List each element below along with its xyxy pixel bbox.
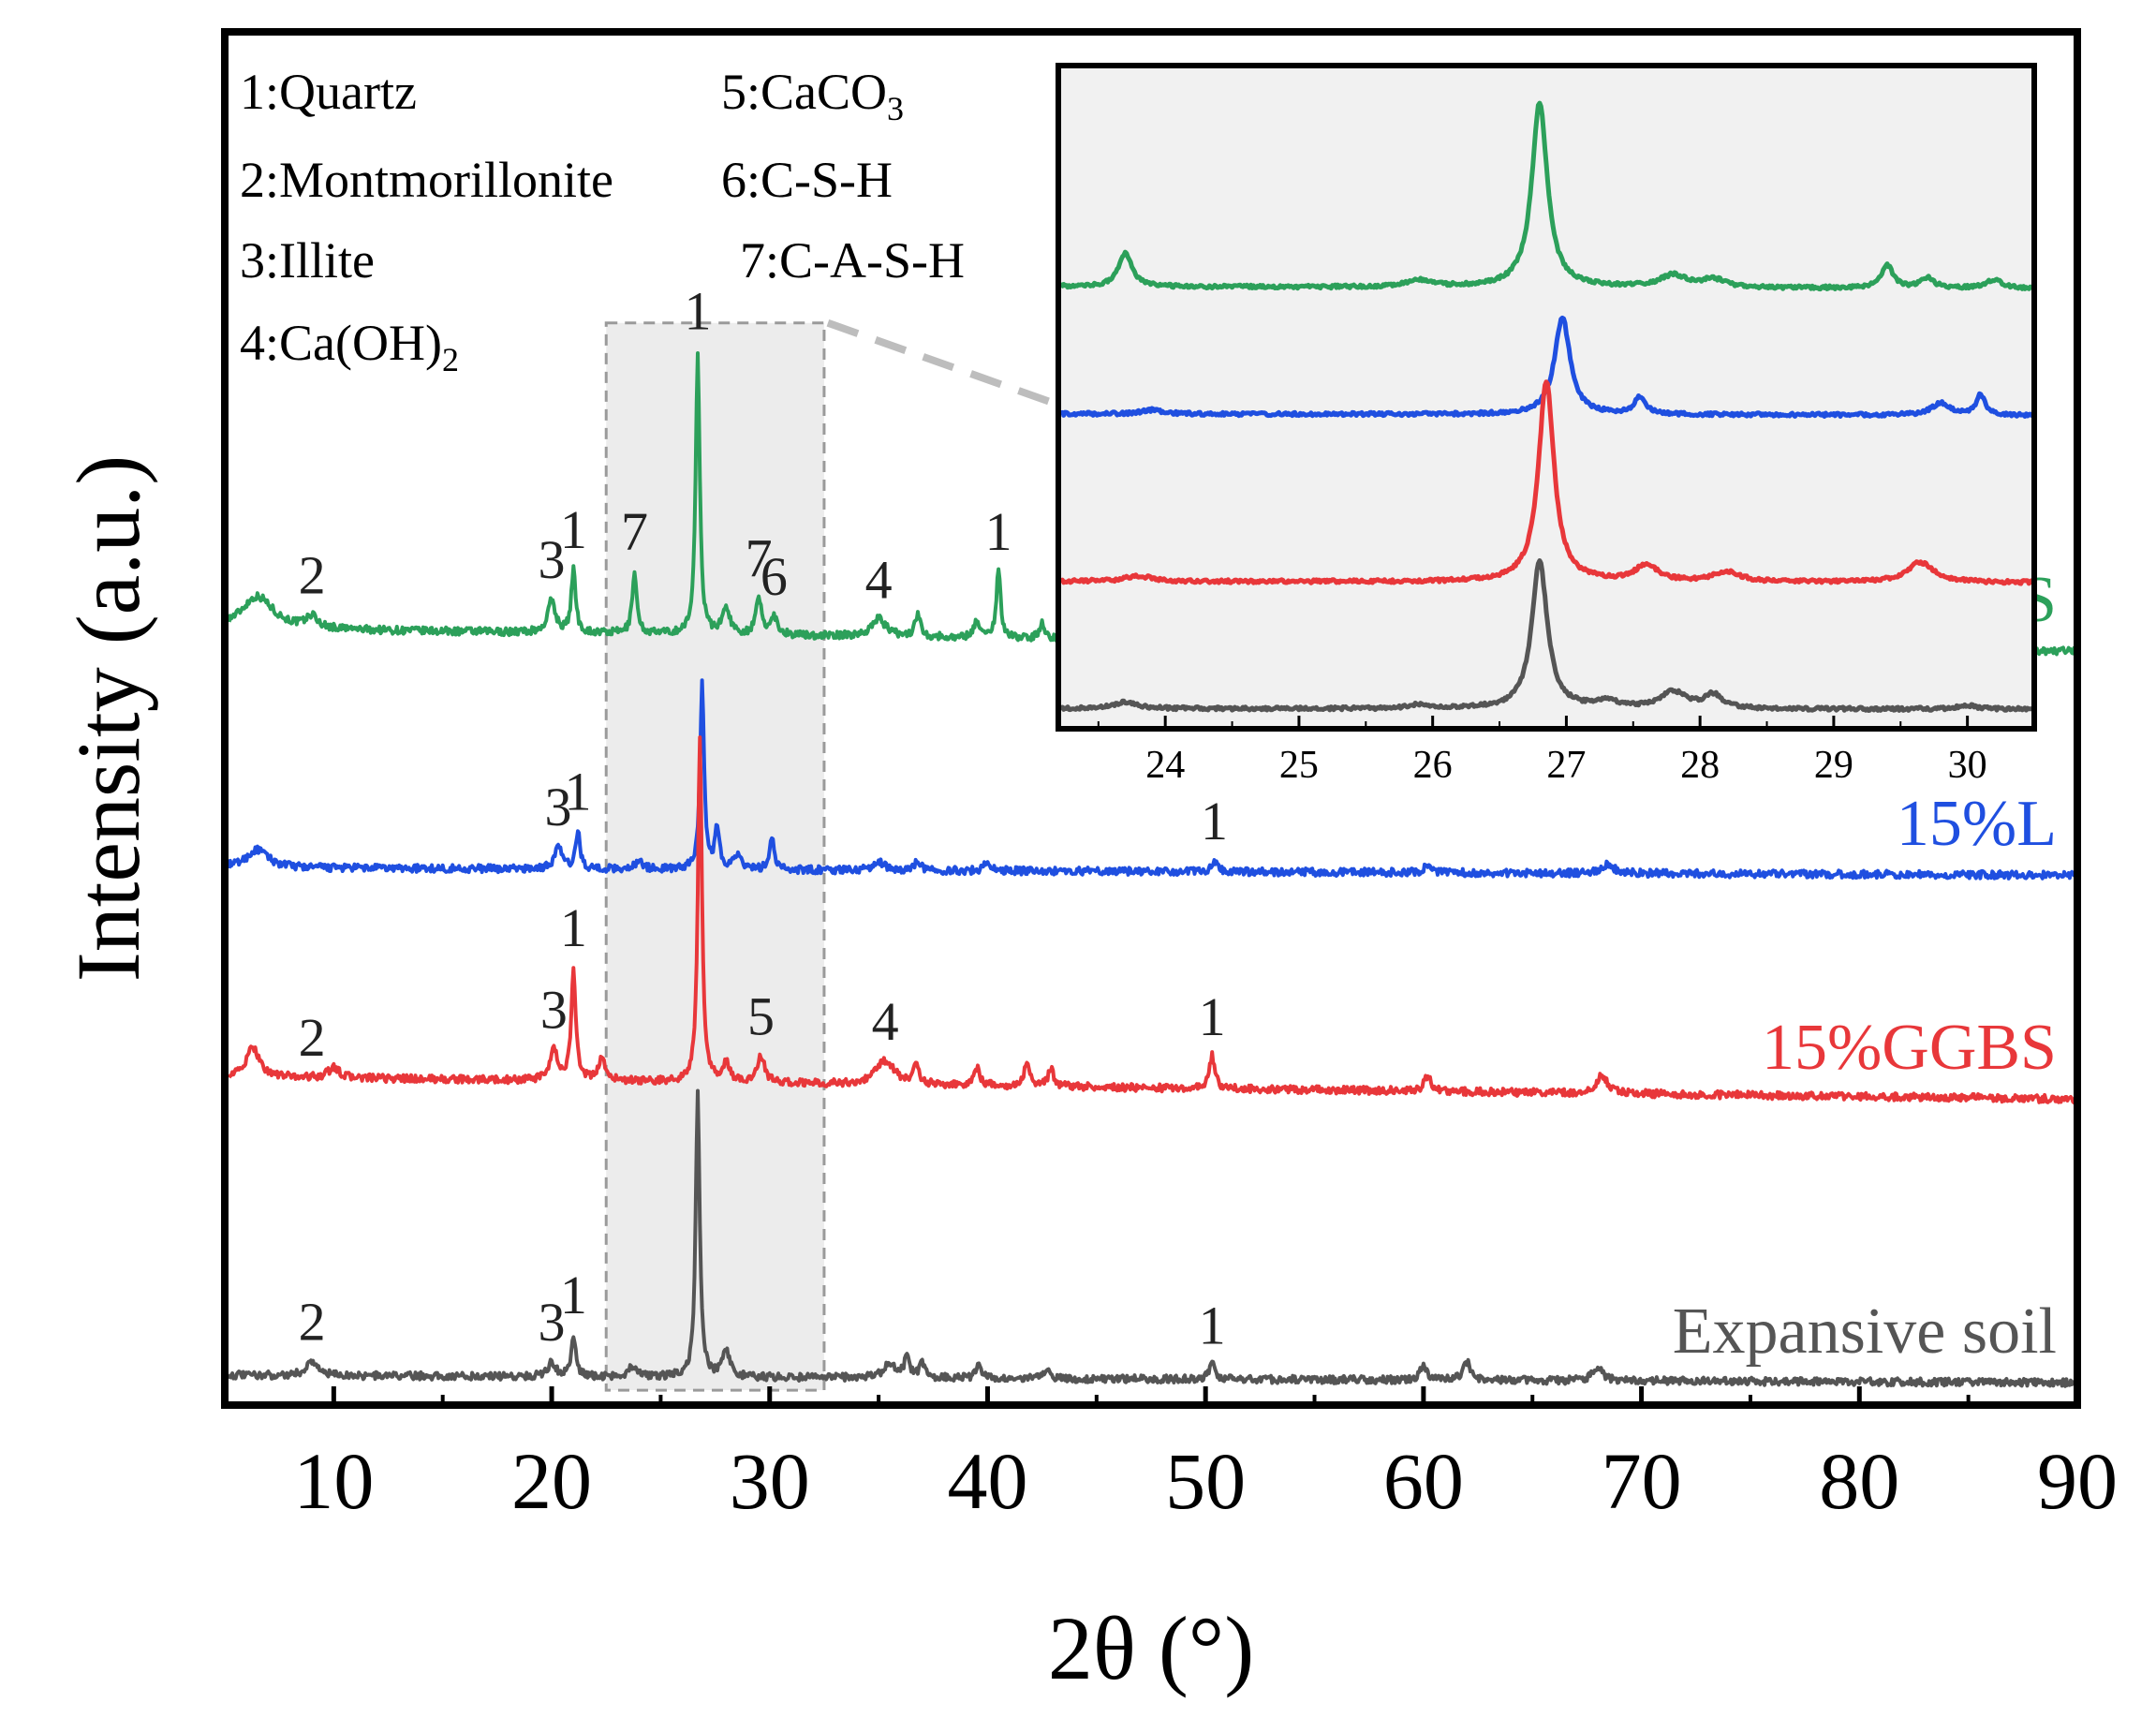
- series-label-expansive-soil: Expansive soil: [1673, 1295, 2057, 1368]
- x-tick-label: 30: [730, 1436, 810, 1526]
- x-axis-title: 2θ (°): [1048, 1598, 1254, 1698]
- legend-entry: 2:Montmorillonite: [240, 152, 613, 208]
- series-line-15-l: [227, 678, 2079, 881]
- peak-label: 3: [539, 1292, 566, 1353]
- peak-label: 7: [746, 527, 773, 588]
- peak-label: 1: [560, 499, 587, 560]
- series-line-15-ggbs: [227, 735, 2079, 1105]
- highlight-region: [604, 321, 826, 1392]
- legend-entry: 6:C-S-H: [721, 152, 893, 208]
- x-tick-label: 70: [1602, 1436, 1682, 1526]
- peak-label: 2: [299, 545, 326, 606]
- inset-x-tick-label: 29: [1814, 744, 1853, 787]
- legend-entry: 3:Illite: [240, 232, 375, 289]
- zoom-connector: [826, 318, 1055, 407]
- peak-label: 4: [865, 549, 893, 610]
- peak-label: 1: [684, 281, 711, 342]
- x-tick-label: 60: [1383, 1436, 1464, 1526]
- series-label-15-ggbs: 15%GGBS: [1762, 1012, 2057, 1084]
- legend-entry: 5:CaCO3: [721, 64, 904, 127]
- peak-label: 2: [299, 1007, 326, 1068]
- peak-label: 1: [1201, 791, 1228, 851]
- inset-x-tick-label: 24: [1145, 744, 1185, 787]
- inset-x-tick-label: 25: [1279, 744, 1319, 787]
- inset-x-tick-label: 30: [1948, 744, 1987, 787]
- peak-label: 1: [985, 501, 1012, 562]
- x-axis-ticks: 10 20 30 40 50 60 70 80 90: [293, 1386, 2118, 1526]
- legend-entry: 1:Quartz: [240, 64, 417, 120]
- inset-x-tick-label: 27: [1546, 744, 1586, 787]
- plot-frame: [221, 28, 2081, 1409]
- inset-series-line-15-ggbs: [1058, 379, 2035, 586]
- x-tick-label: 40: [947, 1436, 1027, 1526]
- x-tick-label: 90: [2037, 1436, 2118, 1526]
- inset-frame: [1056, 63, 2037, 732]
- y-axis-title: Intensity (a.u.): [58, 455, 158, 983]
- x-tick-label: 50: [1165, 1436, 1246, 1526]
- zoom-region-box: [604, 321, 826, 1392]
- peak-label: 4: [872, 991, 899, 1052]
- legend-entry: 7:C-A-S-H: [740, 232, 965, 289]
- legend-entry: 4:Ca(OH)2: [240, 315, 459, 378]
- x-tick-label: 10: [293, 1436, 374, 1526]
- peak-label: 1: [564, 762, 591, 822]
- legend: 1:Quartz 2:Montmorillonite 3:Illite 4:Ca(OH…: [240, 64, 965, 378]
- peak-label: 2: [299, 1292, 326, 1353]
- peak-label: 1: [1199, 1295, 1226, 1355]
- peak-label-layer: 23171764113112315412311: [299, 281, 1228, 1356]
- peak-label: 5: [747, 986, 775, 1047]
- series-line-expansive-soil: [227, 1088, 2078, 1388]
- peak-label: 1: [560, 1265, 587, 1325]
- peak-label: 6: [761, 546, 788, 607]
- peak-label: 3: [540, 979, 568, 1040]
- series-label-15-l: 15%L: [1897, 788, 2057, 860]
- peak-label: 1: [560, 897, 587, 958]
- inset-x-tick-label: 26: [1413, 744, 1453, 787]
- inset-series-line-15-l-20-ggbs: [1058, 100, 2035, 292]
- x-tick-label: 20: [511, 1436, 592, 1526]
- inset-series-line-expansive-soil: [1058, 558, 2034, 713]
- x-tick-label: 80: [1819, 1436, 1899, 1526]
- peak-label: 3: [545, 777, 572, 837]
- inset-x-tick-label: 28: [1680, 744, 1720, 787]
- peak-label: 7: [621, 501, 648, 562]
- peak-label: 1: [1199, 986, 1226, 1047]
- peak-label: 3: [539, 529, 566, 590]
- inset-chart: 24 25 26 27 28 29 30: [826, 63, 2037, 787]
